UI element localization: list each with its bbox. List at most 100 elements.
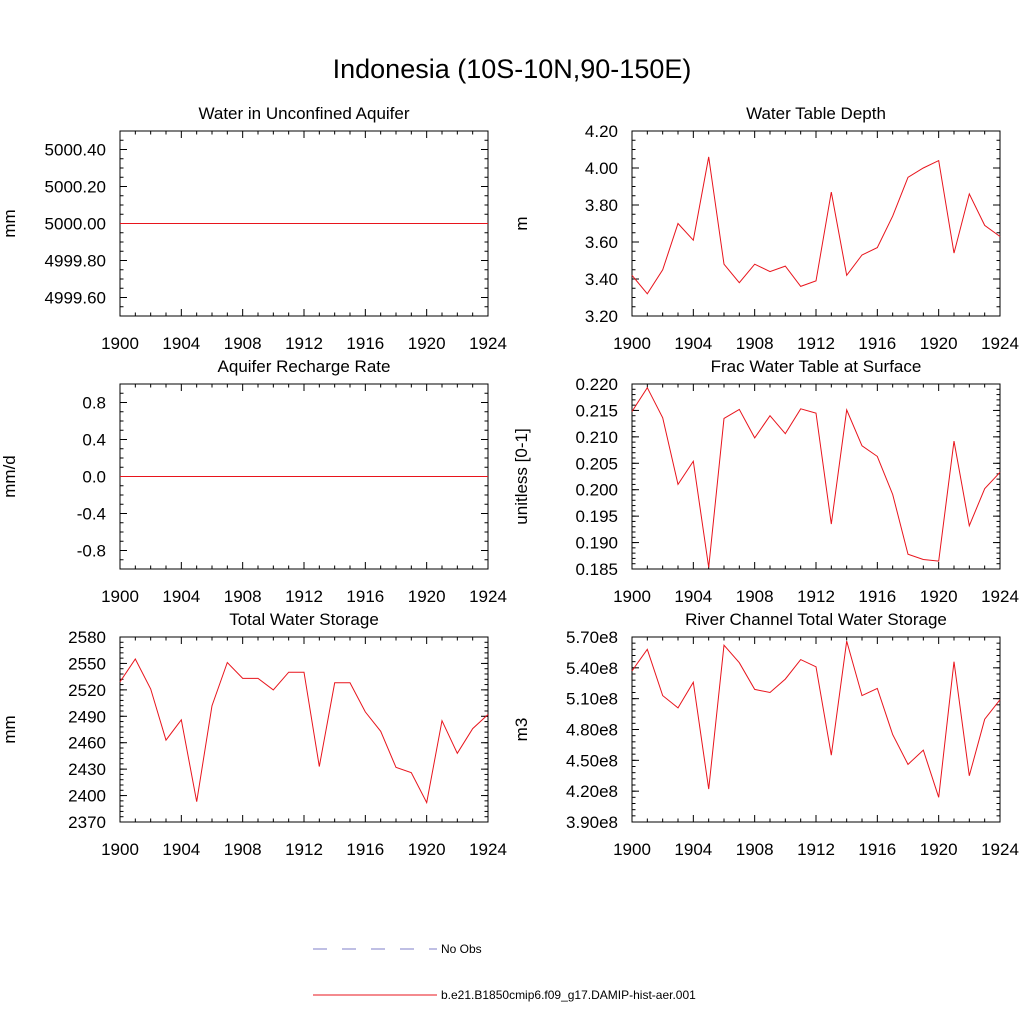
y-tick-label: 4999.60 (45, 289, 106, 308)
y-tick-label: 2370 (68, 813, 106, 832)
x-tick-label: 1924 (981, 840, 1019, 859)
x-tick-label: 1912 (285, 334, 323, 353)
y-tick-label: 0.210 (575, 428, 618, 447)
chart-panel: Water in Unconfined Aquifer mm 1900 1904 190… (0, 104, 507, 353)
x-tick-label: 1908 (224, 334, 262, 353)
x-tick-label: 1912 (285, 840, 323, 859)
plot-frame (631, 636, 1001, 823)
x-tick-label: 1924 (469, 840, 507, 859)
x-tick-label: 1912 (285, 587, 323, 606)
y-tick-label: 3.20 (585, 307, 618, 326)
y-tick-label: 2520 (68, 681, 106, 700)
y-axis-label: mm (0, 715, 19, 743)
x-tick-label: 1904 (674, 587, 712, 606)
y-tick-label: 0.190 (575, 534, 618, 553)
x-tick-label: 1916 (346, 840, 384, 859)
y-tick-label: 4.00 (585, 159, 618, 178)
x-tick-label: 1916 (346, 334, 384, 353)
x-tick-label: 1912 (797, 587, 835, 606)
y-tick-label: 2580 (68, 628, 106, 647)
y-axis-label: unitless [0-1] (512, 428, 531, 524)
panel-title: Frac Water Table at Surface (711, 357, 922, 376)
series-line (631, 156, 1001, 295)
y-tick-label: 5000.20 (45, 178, 106, 197)
y-tick-label: 5000.40 (45, 141, 106, 160)
y-tick-label: 0.205 (575, 454, 618, 473)
x-tick-label: 1916 (346, 587, 384, 606)
series-line (631, 386, 1001, 568)
legend-model-label: b.e21.B1850cmip6.f09_g17.DAMIP-hist-aer.… (441, 988, 696, 1002)
y-tick-label: 4999.80 (45, 252, 106, 271)
panels-group: Water in Unconfined Aquifer mm 1900 1904 190… (0, 104, 1019, 859)
y-tick-label: 4.80e8 (566, 721, 618, 740)
y-tick-label: 2490 (68, 707, 106, 726)
panel-title: River Channel Total Water Storage (685, 610, 947, 629)
legend-obs-label: No Obs (441, 942, 482, 956)
y-tick-label: -0.4 (77, 505, 106, 524)
x-tick-label: 1924 (981, 587, 1019, 606)
y-tick-label: 0.215 (575, 401, 618, 420)
panel-title: Water Table Depth (746, 104, 886, 123)
x-tick-label: 1920 (920, 334, 958, 353)
x-tick-label: 1900 (613, 587, 651, 606)
x-tick-label: 1900 (101, 334, 139, 353)
y-tick-label: 0.220 (575, 375, 618, 394)
y-tick-label: 5.40e8 (566, 659, 618, 678)
x-tick-label: 1916 (858, 334, 896, 353)
y-tick-label: 4.20 (585, 122, 618, 141)
y-tick-label: 2430 (68, 760, 106, 779)
y-tick-label: 5000.00 (45, 215, 106, 234)
panel-title: Aquifer Recharge Rate (218, 357, 391, 376)
y-tick-label: 0.185 (575, 560, 618, 579)
x-tick-label: 1920 (408, 840, 446, 859)
y-axis-label: m3 (512, 718, 531, 742)
y-tick-label: 0.200 (575, 481, 618, 500)
series-line (631, 640, 1001, 798)
x-tick-label: 1920 (408, 587, 446, 606)
x-tick-label: 1916 (858, 840, 896, 859)
x-tick-label: 1900 (613, 334, 651, 353)
y-axis-label: m (512, 216, 531, 230)
x-tick-label: 1912 (797, 334, 835, 353)
y-axis-label: mm (0, 209, 19, 237)
y-tick-label: 3.90e8 (566, 813, 618, 832)
x-tick-label: 1912 (797, 840, 835, 859)
panel-title: Water in Unconfined Aquifer (198, 104, 409, 123)
x-tick-label: 1916 (858, 587, 896, 606)
panel-title: Total Water Storage (229, 610, 379, 629)
x-tick-label: 1904 (162, 334, 200, 353)
x-tick-label: 1908 (736, 334, 774, 353)
x-tick-label: 1900 (613, 840, 651, 859)
x-tick-label: 1908 (224, 840, 262, 859)
y-tick-label: 2460 (68, 734, 106, 753)
legend: No Obs b.e21.B1850cmip6.f09_g17.DAMIP-hi… (313, 942, 696, 1002)
x-tick-label: 1924 (469, 334, 507, 353)
y-tick-label: 3.40 (585, 270, 618, 289)
y-tick-label: 0.195 (575, 507, 618, 526)
plot-frame (631, 130, 1001, 317)
x-tick-label: 1924 (981, 334, 1019, 353)
x-tick-label: 1908 (224, 587, 262, 606)
x-tick-label: 1904 (162, 587, 200, 606)
x-tick-label: 1920 (920, 840, 958, 859)
x-tick-label: 1900 (101, 840, 139, 859)
y-tick-label: 2550 (68, 654, 106, 673)
plot-frame (119, 636, 489, 823)
y-tick-label: 3.60 (585, 233, 618, 252)
y-tick-label: 5.10e8 (566, 690, 618, 709)
y-tick-label: 4.50e8 (566, 751, 618, 770)
figure-title: Indonesia (10S-10N,90-150E) (332, 54, 692, 84)
x-tick-label: 1908 (736, 840, 774, 859)
chart-panel: River Channel Total Water Storage m3 1900 1… (512, 610, 1019, 859)
y-tick-label: 2400 (68, 787, 106, 806)
series-line (119, 658, 489, 805)
plot-frame (631, 383, 1001, 570)
y-axis-label: mm/d (0, 455, 19, 498)
x-tick-label: 1920 (920, 587, 958, 606)
y-tick-label: 0.4 (82, 431, 106, 450)
y-tick-label: 0.0 (82, 468, 106, 487)
x-tick-label: 1904 (162, 840, 200, 859)
chart-panel: Water Table Depth m 1900 1904 1908 1912 1916 19… (512, 104, 1019, 353)
x-tick-label: 1900 (101, 587, 139, 606)
